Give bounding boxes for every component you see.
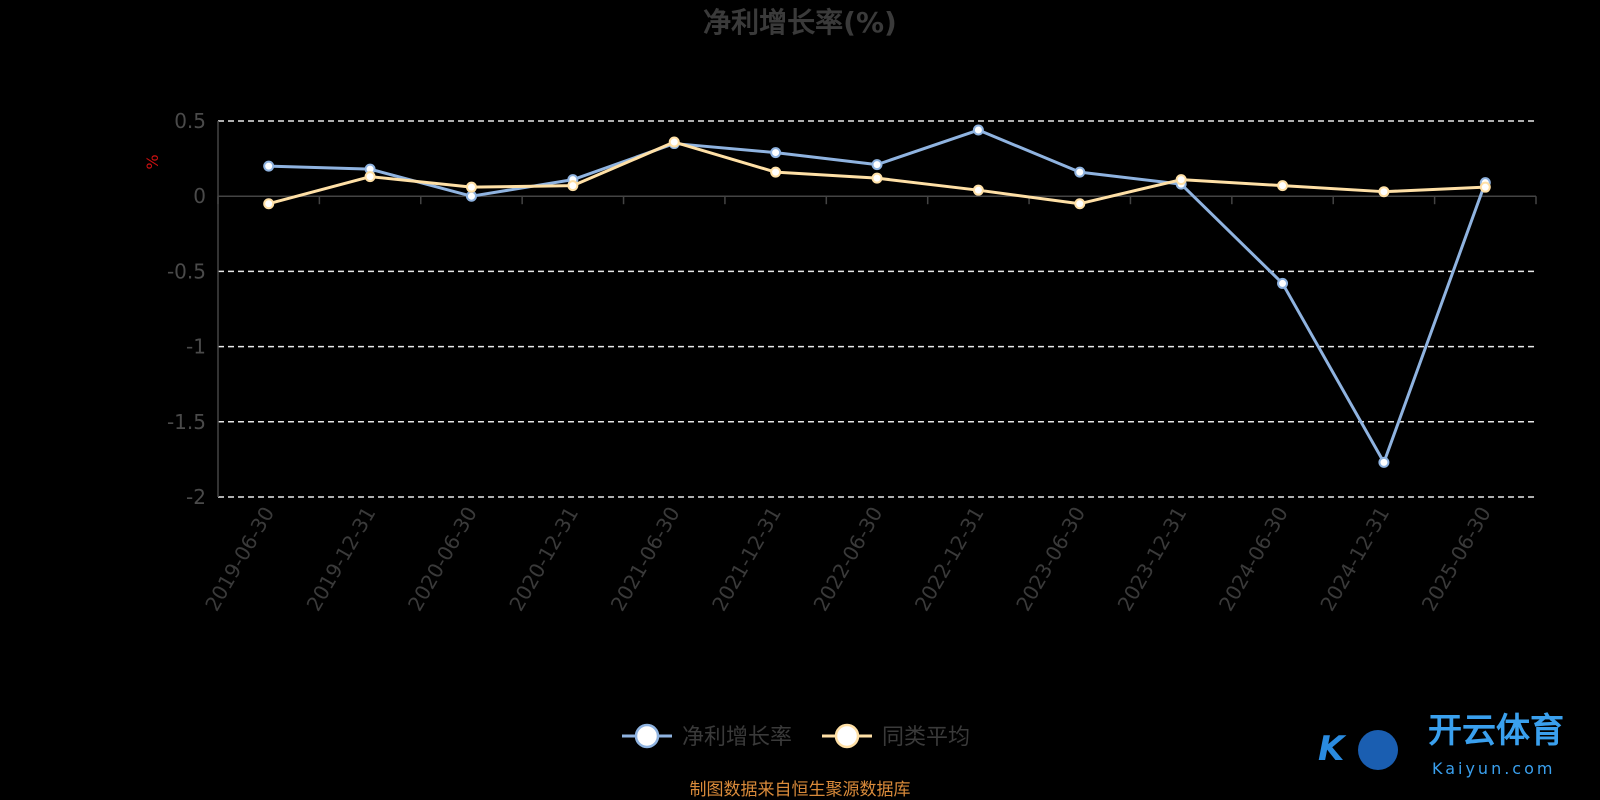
y-tick-label: 0.5: [174, 109, 206, 133]
y-tick-label: -0.5: [167, 259, 206, 283]
data-point[interactable]: [1074, 166, 1086, 178]
data-point[interactable]: [972, 124, 984, 136]
data-point[interactable]: [465, 181, 477, 193]
x-tick-label: 2024-12-31: [1315, 503, 1394, 616]
x-tick-label: 2025-06-30: [1417, 503, 1496, 616]
watermark-logo: K 开云体育 Kaiyun.com: [1318, 711, 1564, 778]
watermark-name: 开云体育: [1428, 711, 1564, 751]
y-tick-label: 0: [193, 184, 206, 208]
data-point[interactable]: [1378, 186, 1390, 198]
legend-item-0[interactable]: 净利增长率: [622, 723, 792, 750]
x-tick-label: 2022-12-31: [910, 503, 989, 616]
x-tick-label: 2023-12-31: [1113, 503, 1192, 616]
data-point[interactable]: [567, 180, 579, 192]
x-tick-label: 2021-06-30: [606, 503, 685, 616]
data-point[interactable]: [770, 147, 782, 159]
x-tick-label: 2019-06-30: [200, 503, 279, 616]
data-point[interactable]: [871, 159, 883, 171]
source-note: 制图数据来自恒生聚源数据库: [690, 780, 911, 800]
legend-marker-icon: [634, 723, 660, 749]
data-point[interactable]: [972, 184, 984, 196]
x-tick-label: 2021-12-31: [707, 503, 786, 616]
y-tick-label: -1: [186, 335, 206, 359]
soccer-ball-icon: [1358, 730, 1398, 770]
x-tick-label: 2024-06-30: [1214, 503, 1293, 616]
data-point[interactable]: [465, 190, 477, 202]
data-point[interactable]: [770, 166, 782, 178]
x-tick-label: 2022-06-30: [808, 503, 887, 616]
data-point[interactable]: [1175, 174, 1187, 186]
legend-marker-icon: [834, 723, 860, 749]
data-point[interactable]: [871, 172, 883, 184]
y-tick-label: -2: [186, 485, 206, 509]
series-group: [263, 124, 1491, 468]
data-point[interactable]: [1277, 180, 1289, 192]
legend-label: 净利增长率: [682, 725, 792, 750]
y-tick-label: -1.5: [167, 410, 206, 434]
data-point[interactable]: [1479, 181, 1491, 193]
x-tick-label: 2019-12-31: [302, 503, 381, 616]
data-point[interactable]: [263, 160, 275, 172]
data-point[interactable]: [1277, 277, 1289, 289]
x-tick-label: 2023-06-30: [1011, 503, 1090, 616]
legend[interactable]: 净利增长率 同类平均: [622, 723, 970, 750]
data-point[interactable]: [364, 171, 376, 183]
data-point[interactable]: [1074, 198, 1086, 210]
legend-item-1[interactable]: 同类平均: [822, 723, 970, 750]
watermark-domain: Kaiyun.com: [1432, 759, 1555, 778]
legend-label: 同类平均: [882, 725, 970, 750]
watermark-mark: K: [1318, 729, 1347, 769]
x-tick-label: 2020-06-30: [403, 503, 482, 616]
data-point[interactable]: [263, 198, 275, 210]
x-tick-label: 2020-12-31: [504, 503, 583, 616]
chart-title: 净利增长率(%): [703, 6, 897, 39]
y-axis-label: %: [143, 154, 162, 169]
data-point[interactable]: [668, 136, 680, 148]
data-point[interactable]: [1378, 456, 1390, 468]
